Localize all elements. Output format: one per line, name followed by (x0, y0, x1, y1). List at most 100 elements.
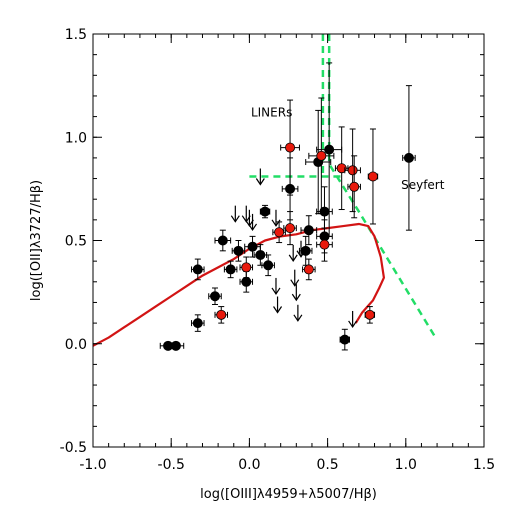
arrow-head (348, 320, 358, 329)
red-data-point (364, 306, 376, 324)
upper-limit-arrow (271, 277, 281, 296)
data-points-layer (159, 62, 416, 351)
black-data-point (259, 204, 271, 219)
arrow-head (288, 254, 298, 262)
x-tick-label: 0.5 (316, 457, 338, 473)
y-tick-label: 0.5 (65, 234, 87, 250)
black-data-point (191, 314, 205, 332)
upper-limit-arrow (290, 269, 300, 287)
arrow-head (271, 287, 281, 296)
black-data-point (191, 258, 205, 281)
point-marker (216, 309, 227, 320)
arrow-head (230, 215, 240, 223)
point-marker (263, 260, 274, 271)
point-marker (217, 235, 228, 246)
red-data-point (214, 306, 229, 324)
point-marker (255, 249, 266, 260)
red-data-point (302, 258, 316, 281)
point-marker (324, 144, 335, 155)
arrow-head (290, 279, 300, 287)
x-tick-label: 1.0 (395, 457, 417, 473)
x-tick-label: 1.5 (473, 457, 495, 473)
arrow-head (248, 223, 258, 231)
point-marker (233, 245, 244, 256)
upper-limit-arrow (230, 205, 240, 223)
red-data-point (334, 126, 349, 211)
point-marker (403, 152, 414, 163)
point-marker (336, 163, 347, 174)
point-marker (260, 206, 271, 217)
x-axis-label: log([OIII]λ4959+λ5007/Hβ) (200, 487, 377, 502)
arrow-head (291, 293, 301, 302)
black-data-point (305, 109, 332, 215)
point-marker (303, 225, 314, 236)
red-data-point (308, 97, 335, 215)
point-marker (364, 309, 375, 320)
upper-limit-arrow (288, 244, 298, 262)
point-marker (274, 227, 285, 238)
black-data-point (214, 229, 232, 252)
upper-limits-layer (230, 168, 358, 329)
y-tick-label: -0.5 (60, 440, 87, 456)
point-marker (303, 264, 314, 275)
point-marker (225, 264, 236, 275)
black-data-point (402, 85, 416, 231)
upper-limit-arrow (273, 296, 283, 314)
arrow-head (255, 178, 265, 186)
x-tick-label: 0.0 (238, 457, 260, 473)
upper-limit-arrow (255, 168, 265, 186)
black-data-point (223, 260, 238, 279)
black-data-point (208, 287, 222, 306)
plot-frame (92, 33, 485, 448)
red-data-point (239, 256, 254, 279)
arrow-head (293, 314, 303, 322)
point-marker (192, 318, 203, 329)
axis-ticks: -1.0 -0.5 0.0 0.5 1.0 1.5-0.50.00.51.01.5 (60, 27, 495, 473)
point-marker (192, 264, 203, 275)
point-marker (367, 171, 378, 182)
annotation-seyfert: Seyfert (401, 178, 445, 192)
annotations-layer: LINERs Seyfert (251, 106, 445, 192)
black-data-point (339, 328, 350, 351)
upper-limit-arrow (291, 284, 301, 302)
upper-limit-arrow (293, 304, 303, 322)
y-tick-label: 1.5 (65, 27, 87, 43)
red-data-point (367, 128, 379, 225)
upper-limit-arrow (248, 213, 258, 231)
x-tick-label: -1.0 (79, 457, 106, 473)
model-curve-layer (92, 222, 386, 347)
black-data-point (261, 254, 275, 277)
point-marker (241, 262, 252, 273)
black-data-point (300, 215, 318, 246)
black-data-point (231, 240, 246, 262)
y-tick-label: 1.0 (65, 130, 87, 146)
point-marker (319, 239, 330, 250)
black-data-point (298, 235, 313, 266)
red-data-point (272, 221, 286, 244)
black-data-point (167, 340, 185, 351)
y-tick-label: 0.0 (65, 337, 87, 353)
x-tick-label: -0.5 (158, 457, 185, 473)
model-curve (92, 222, 386, 347)
red-data-point (344, 128, 361, 213)
point-marker (247, 241, 258, 252)
point-marker (339, 334, 350, 345)
red-data-point (316, 227, 333, 262)
black-data-point (244, 235, 261, 258)
point-marker (285, 223, 296, 234)
y-axis-label: log([OII]λ3727/Hβ) (29, 180, 44, 301)
upper-limit-arrow (348, 310, 358, 329)
point-marker (170, 340, 181, 351)
point-marker (316, 150, 327, 161)
annotation-liners: LINERs (251, 106, 292, 120)
point-marker (349, 181, 360, 192)
red-data-point (283, 211, 297, 246)
arrow-head (273, 306, 283, 314)
red-data-point (347, 155, 361, 219)
point-marker (300, 245, 311, 256)
point-marker (209, 291, 220, 302)
point-marker (285, 142, 296, 153)
point-marker (241, 276, 252, 287)
red-data-point (280, 99, 300, 196)
